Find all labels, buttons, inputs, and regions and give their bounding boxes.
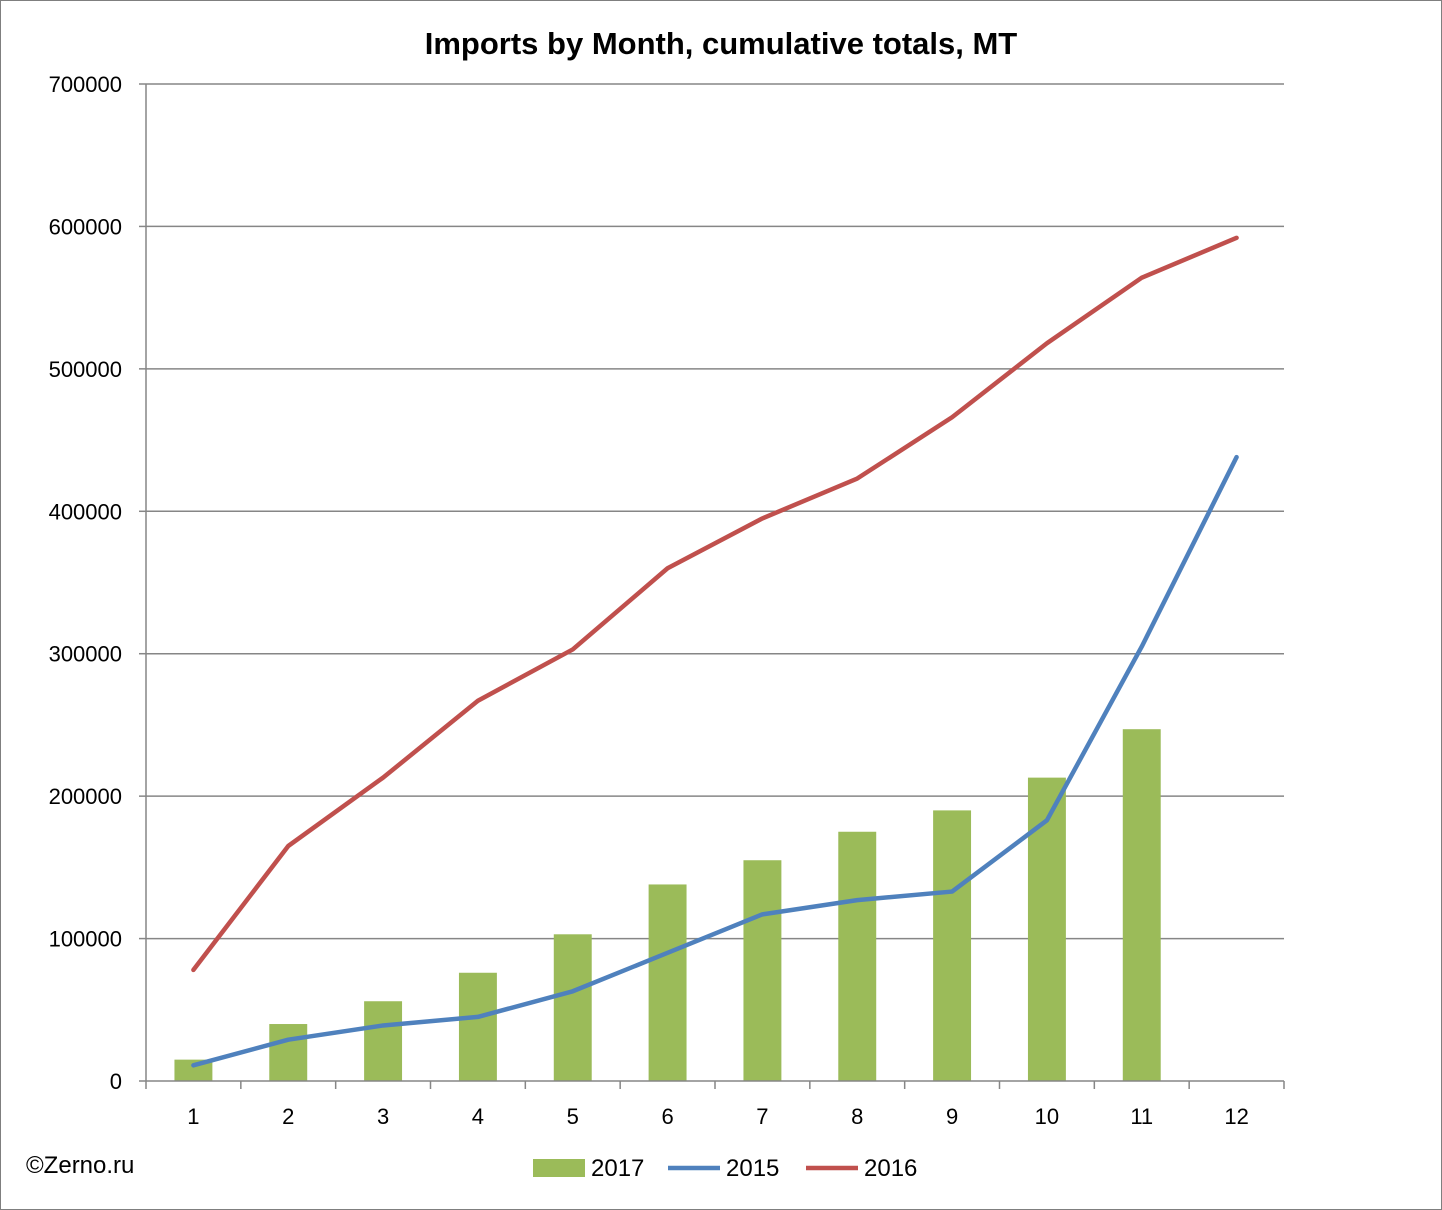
bar-2017-6 (648, 884, 687, 1081)
legend-label-2017: 2017 (591, 1155, 644, 1182)
bar-2017-9 (933, 810, 972, 1081)
y-tick-label: 700000 (49, 72, 122, 97)
y-tick-label: 0 (110, 1069, 122, 1094)
x-tick-label: 4 (472, 1104, 484, 1129)
x-tick-label: 6 (661, 1104, 673, 1129)
legend: 2017 2015 2016 (533, 1155, 917, 1182)
y-tick-label: 400000 (49, 499, 122, 524)
bar-2017-2 (269, 1024, 308, 1081)
x-tick-label: 5 (567, 1104, 579, 1129)
bar-2017-3 (364, 1001, 403, 1081)
y-tick-label: 300000 (49, 642, 122, 667)
bar-2017-11 (1122, 729, 1161, 1081)
x-tick-label: 2 (282, 1104, 294, 1129)
gridlines (146, 83, 1284, 940)
y-tick-label: 500000 (49, 357, 122, 382)
legend-item-2015: 2015 (668, 1155, 779, 1182)
y-tick-label: 100000 (49, 927, 122, 952)
legend-swatch-2017 (533, 1159, 585, 1177)
x-tick-label: 11 (1130, 1104, 1153, 1129)
x-tick-label: 9 (946, 1104, 958, 1129)
x-tick-label: 1 (187, 1104, 199, 1129)
x-tick-label: 3 (377, 1104, 389, 1129)
y-tick-label: 600000 (49, 214, 122, 239)
x-tick-label: 7 (756, 1104, 768, 1129)
bar-2017-7 (743, 860, 782, 1081)
line-series (191, 235, 1239, 1068)
axes: 0 100000 200000 300000 400000 500000 600000 700… (49, 72, 1285, 1129)
y-tick-label: 200000 (49, 784, 122, 809)
legend-label-2015: 2015 (726, 1155, 779, 1182)
line-series-2015 (191, 454, 1239, 1068)
legend-item-2017: 2017 (533, 1155, 644, 1182)
chart-title: Imports by Month, cumulative totals, MT (424, 26, 1018, 61)
bar-2017-8 (838, 831, 877, 1081)
bar-2017-4 (458, 972, 497, 1081)
legend-item-2016: 2016 (806, 1155, 917, 1182)
line-series-2016 (191, 235, 1239, 973)
copyright-text: ©Zerno.ru (26, 1152, 135, 1179)
x-tick-label: 10 (1035, 1104, 1059, 1129)
x-tick-label: 12 (1224, 1104, 1248, 1129)
bar-series (174, 729, 1161, 1081)
x-tick-label: 8 (851, 1104, 863, 1129)
bar-2017-5 (553, 934, 592, 1081)
legend-label-2016: 2016 (864, 1155, 917, 1182)
